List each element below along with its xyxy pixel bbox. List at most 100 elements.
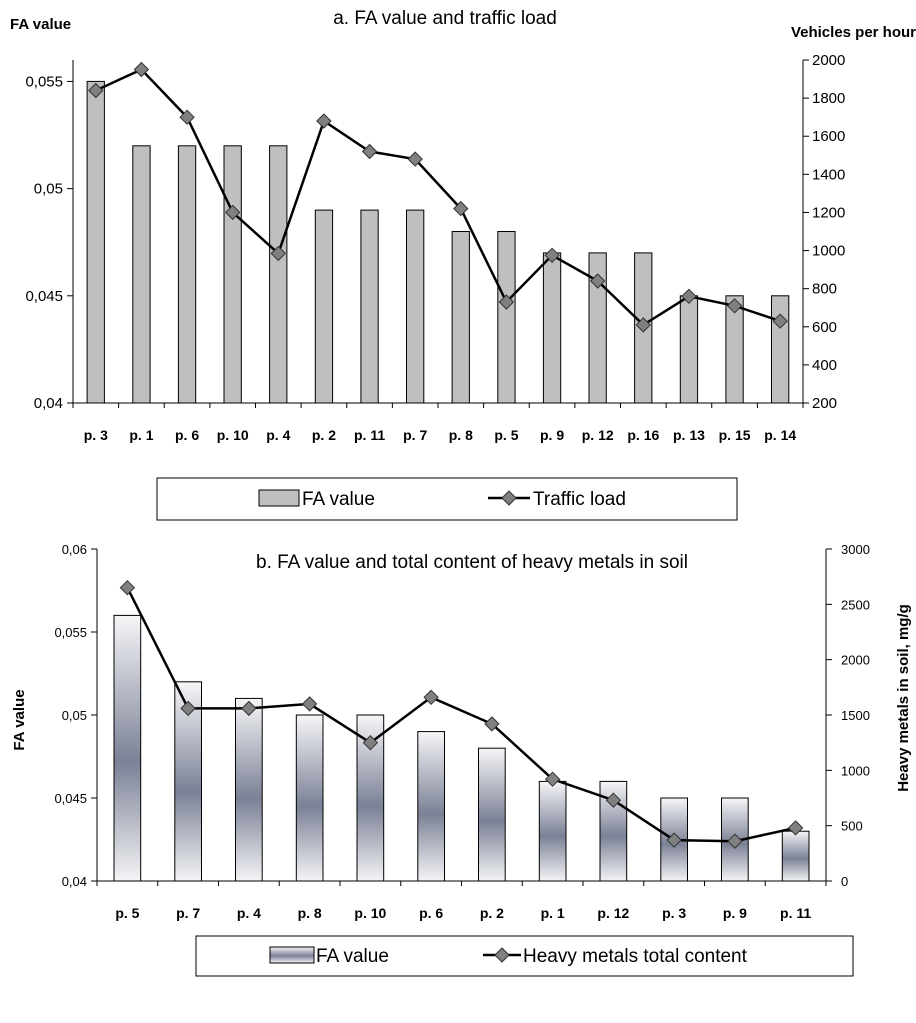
- chart-a-right-tick-label: 1000: [812, 243, 845, 260]
- chart-a-right-tick-label: 1800: [812, 90, 845, 107]
- chart-b-line-marker: [241, 700, 257, 717]
- chart-b-right-tick-label: 3000: [841, 542, 870, 557]
- chart-a-legend-marker: [501, 490, 517, 506]
- chart-b-left-tick-label: 0,04: [62, 874, 87, 889]
- chart-a-legend-box: [156, 477, 738, 521]
- chart-a-right-axis-label: Vehicles per hour: [791, 24, 916, 41]
- chart-a-legend-line-label: Traffic load: [533, 489, 626, 510]
- chart-a-category-label: p. 11: [354, 427, 385, 443]
- chart-b-line-marker: [787, 820, 804, 836]
- chart-a-line-marker: [270, 245, 287, 262]
- chart-b-category-label: p. 1: [541, 905, 565, 921]
- chart-a-right-tick-label: 1200: [812, 204, 845, 221]
- chart-b-category-label: p. 4: [237, 905, 261, 921]
- chart-b-bar: [417, 731, 445, 882]
- chart-a-left-axis-label: FA value: [10, 16, 71, 33]
- chart-b-line-marker: [666, 832, 682, 848]
- chart-a-category-label: p. 15: [719, 427, 751, 443]
- chart-a-x-ticks: [72, 403, 804, 408]
- chart-b-bar: [781, 830, 810, 882]
- chart-b-left-tick-label: 0,06: [62, 542, 87, 557]
- chart-a-line-marker: [316, 113, 332, 129]
- chart-a-right-tick-label: 200: [812, 395, 837, 412]
- chart-a-left-tick-label: 0,055: [25, 73, 63, 90]
- chart-a-right-tick-label: 1600: [812, 128, 845, 145]
- chart-a-bar: [360, 209, 379, 404]
- chart-a-category-label: p. 14: [764, 427, 796, 443]
- chart-b-category-label: p. 10: [354, 905, 386, 921]
- chart-a-line-marker: [133, 61, 150, 78]
- chart-a-left-ticks: 0,04 0,045 0,05 0,055: [25, 73, 73, 412]
- chart-a-line-marker: [407, 151, 423, 167]
- chart-a-bar: [223, 145, 242, 404]
- chart-b-right-ticks: 0 500 1000 1500 2000 2500 3000: [826, 542, 870, 889]
- chart-a-line-marker: [224, 204, 241, 221]
- chart-a-bar: [406, 209, 425, 404]
- chart-a-legend-bar-label: FA value: [302, 489, 375, 510]
- chart-b-category-label: p. 6: [419, 905, 443, 921]
- chart-a-line-marker: [726, 298, 743, 314]
- chart-a-left-tick-label: 0,045: [25, 288, 63, 305]
- chart-a-bar: [451, 231, 470, 404]
- chart-a-line-marker: [361, 143, 378, 160]
- chart-b-category-label: p. 11: [780, 905, 811, 921]
- chart-b-legend-bar-swatch: [269, 946, 315, 964]
- chart-b-legend-line-label: Heavy metals total content: [523, 946, 748, 967]
- chart-a-line-marker: [772, 313, 788, 329]
- chart-a-right-tick-label: 600: [812, 319, 837, 336]
- chart-b-title: b. FA value and total content of heavy m…: [256, 552, 688, 573]
- chart-a-category-label: p. 1: [129, 427, 153, 443]
- chart-b-category-label: p. 7: [176, 905, 200, 921]
- chart-a-category-label: p. 16: [627, 427, 659, 443]
- chart-b-legend: FA value Heavy metals total content: [195, 935, 854, 977]
- chart-b-line-marker: [727, 833, 743, 849]
- chart-a-category-label: p. 5: [494, 427, 518, 443]
- chart-b-line-marker: [544, 771, 561, 787]
- chart-a-bar: [269, 145, 288, 404]
- chart-a-bars: [86, 80, 790, 404]
- chart-a-bar: [542, 252, 562, 404]
- chart-b-bar: [538, 780, 567, 882]
- chart-b-legend-marker: [494, 947, 510, 963]
- chart-a-category-label: p. 7: [403, 427, 427, 443]
- chart-b-metals-line: [126, 587, 796, 843]
- chart-a-category-labels: p. 3 p. 1 p. 6 p. 10 p. 4 p. 2 p. 11 p. 7 p. 8 p.…: [84, 427, 797, 443]
- chart-a-category-label: p. 3: [84, 427, 108, 443]
- chart-a-line-marker: [635, 317, 652, 333]
- chart-b-left-tick-label: 0,055: [54, 625, 87, 640]
- chart-b-bars: [113, 614, 810, 882]
- chart-b: b. FA value and total content of heavy m…: [11, 542, 912, 977]
- chart-b-metals-markers: [119, 579, 804, 849]
- chart-a-left-tick-label: 0,05: [34, 181, 63, 198]
- chart-a-traffic-line: [95, 67, 781, 327]
- chart-b-left-axis-label: FA value: [11, 689, 28, 750]
- chart-a-bar: [177, 145, 197, 404]
- chart-a-line-marker: [179, 109, 195, 125]
- chart-a-bar: [771, 295, 790, 404]
- chart-b-bar: [478, 747, 506, 882]
- chart-a-right-tick-label: 2000: [812, 52, 845, 69]
- chart-a-bar: [497, 231, 516, 404]
- chart-a-line-marker: [88, 82, 104, 99]
- chart-a-right-tick-label: 400: [812, 357, 837, 374]
- chart-a-category-label: p. 8: [449, 427, 473, 443]
- chart-b-category-label: p. 2: [480, 905, 504, 921]
- chart-b-left-tick-label: 0,045: [54, 791, 87, 806]
- chart-b-line-marker: [423, 689, 439, 706]
- chart-b-line-marker: [119, 579, 136, 596]
- chart-b-category-label: p. 5: [115, 905, 139, 921]
- chart-a-line-marker: [681, 288, 697, 305]
- chart-a-right-tick-label: 800: [812, 281, 837, 298]
- chart-b-category-label: p. 3: [662, 905, 686, 921]
- chart-a-title: a. FA value and traffic load: [333, 8, 557, 29]
- chart-a-right-tick-label: 1400: [812, 166, 845, 183]
- chart-b-category-label: p. 9: [723, 905, 747, 921]
- chart-b-left-ticks: 0,04 0,045 0,05 0,055 0,06: [54, 542, 97, 889]
- chart-b-right-tick-label: 1000: [841, 763, 870, 778]
- chart-a-bar: [314, 209, 334, 404]
- chart-a-legend: FA value Traffic load: [156, 477, 738, 521]
- chart-b-right-tick-label: 0: [841, 874, 848, 889]
- chart-a-left-tick-label: 0,04: [34, 395, 63, 412]
- chart-b-line-marker: [301, 696, 318, 712]
- chart-b-x-ticks: [96, 881, 827, 886]
